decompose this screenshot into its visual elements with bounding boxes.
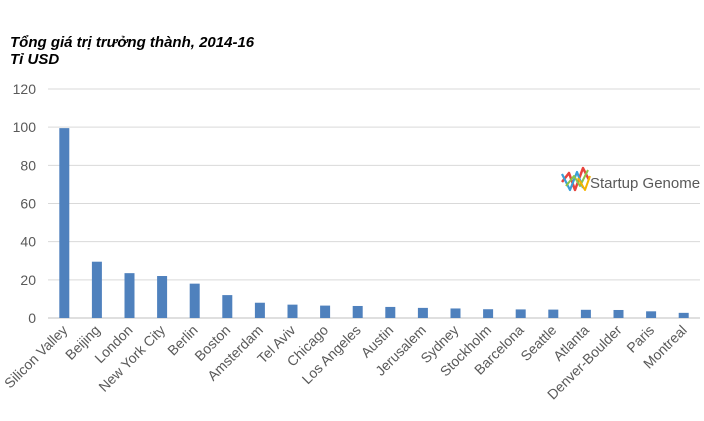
- startup-genome-watermark: Startup Genome: [561, 166, 700, 192]
- y-tick-label: 20: [20, 272, 36, 288]
- y-tick-label: 0: [28, 310, 36, 326]
- bar: [91, 261, 102, 318]
- x-tick-label: Silicon Valley: [1, 322, 70, 391]
- y-tick-label: 60: [20, 196, 36, 212]
- y-tick-label: 40: [20, 234, 36, 250]
- bar: [515, 309, 526, 318]
- y-axis-ticks: 0 20 40 60 80 100 120: [13, 81, 37, 326]
- bar: [417, 307, 428, 318]
- bar: [124, 273, 135, 318]
- bar: [352, 305, 363, 318]
- y-tick-label: 80: [20, 157, 36, 173]
- bar: [254, 302, 265, 318]
- bar: [613, 309, 624, 318]
- watermark-label: Startup Genome: [590, 175, 700, 192]
- chart-subtitle: Tỉ USD: [10, 51, 60, 68]
- bar: [385, 306, 396, 318]
- bar: [450, 308, 461, 318]
- y-tick-label: 120: [13, 81, 37, 97]
- chart-title: Tổng giá trị trưởng thành, 2014-16: [10, 34, 255, 51]
- x-tick-label: Seattle: [517, 322, 559, 364]
- bar: [678, 312, 689, 318]
- bar: [483, 309, 494, 318]
- bar: [157, 276, 168, 318]
- bars: [59, 128, 689, 318]
- startup-genome-logo-icon: [561, 166, 591, 192]
- bar: [287, 304, 298, 318]
- bar: [189, 283, 200, 318]
- bar: [548, 309, 559, 318]
- y-tick-label: 100: [13, 119, 37, 135]
- bar: [320, 305, 331, 318]
- bar: [59, 128, 70, 318]
- grid-layer: [48, 88, 700, 319]
- bar: [646, 311, 657, 318]
- bar: [580, 309, 591, 318]
- bar: [222, 295, 233, 318]
